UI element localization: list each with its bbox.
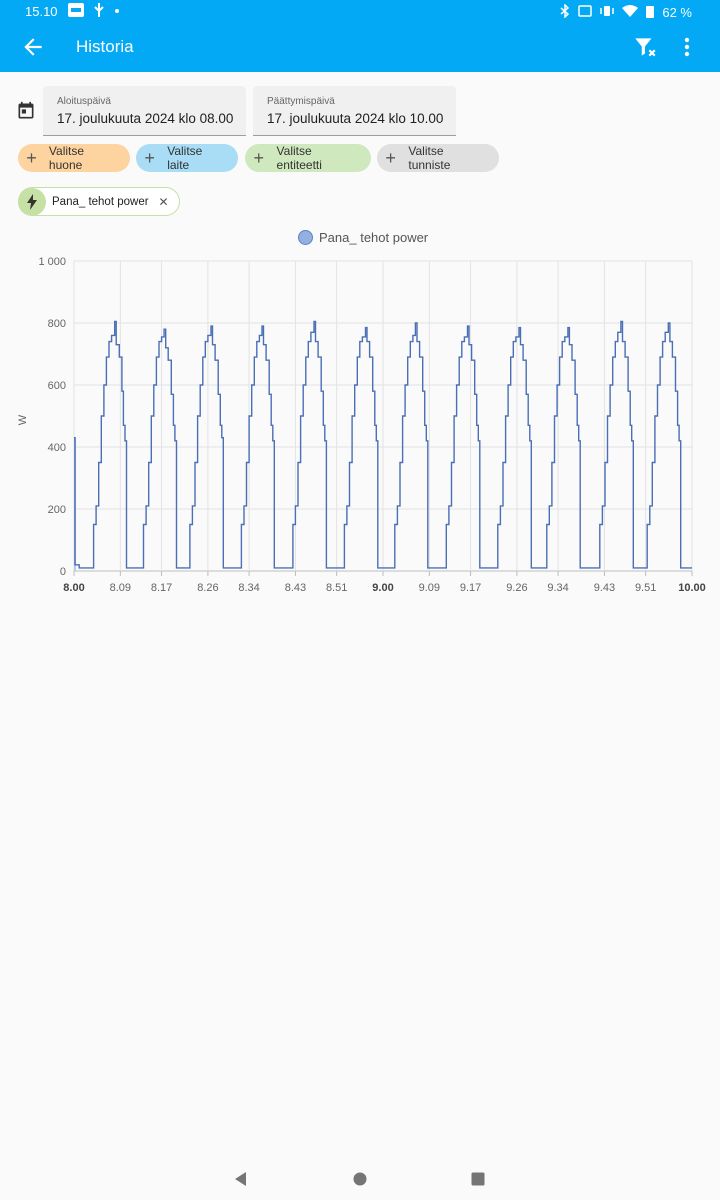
usb-icon <box>94 3 104 20</box>
selected-entity-chip[interactable]: Pana_ tehot power ✕ <box>18 187 180 216</box>
cast-icon <box>578 5 593 20</box>
choose-room-chip[interactable]: + Valitse huone <box>18 144 130 172</box>
x-tick-label: 9.00 <box>372 582 393 594</box>
plus-icon: + <box>385 148 396 168</box>
choose-label-chip[interactable]: + Valitse tunniste <box>377 144 499 172</box>
flash-icon <box>18 187 46 216</box>
x-tick-label: 9.51 <box>635 582 656 594</box>
choose-label-label: Valitse tunniste <box>408 144 451 172</box>
vibrate-icon <box>600 5 615 20</box>
plus-icon: + <box>144 148 155 168</box>
status-bar: 15.10 62 % <box>0 0 720 22</box>
choose-entity-chip[interactable]: + Valitse entiteetti <box>245 144 371 172</box>
nav-recents-icon[interactable] <box>469 1170 489 1190</box>
x-tick-label: 8.43 <box>285 582 306 594</box>
end-date-label: Päättymispäivä <box>267 96 335 107</box>
page-title: Historia <box>76 37 134 56</box>
y-tick-label: 200 <box>48 504 66 516</box>
back-arrow-icon[interactable] <box>20 34 46 60</box>
end-date-value: 17. joulukuuta 2024 klo 10.00 <box>267 111 444 126</box>
nav-back-icon[interactable] <box>232 1170 252 1190</box>
x-tick-label: 10.00 <box>678 582 706 594</box>
series-line-pana-tehot-power <box>74 320 692 569</box>
x-tick-label: 9.34 <box>547 582 568 594</box>
start-date-label: Aloituspäivä <box>57 96 111 107</box>
bluetooth-icon <box>560 3 570 21</box>
selected-entity-label: Pana_ tehot power <box>52 195 149 208</box>
x-tick-label: 8.34 <box>238 582 259 594</box>
y-tick-label: 400 <box>48 442 66 454</box>
x-tick-label: 8.51 <box>326 582 347 594</box>
x-tick-label: 8.00 <box>63 582 84 594</box>
x-tick-label: 8.09 <box>110 582 131 594</box>
y-tick-label: 600 <box>48 380 66 392</box>
choose-entity-label: Valitse entiteetti <box>276 144 322 172</box>
navigation-bar <box>0 1160 720 1200</box>
choose-device-chip[interactable]: + Valitse laite <box>136 144 238 172</box>
x-tick-label: 9.43 <box>594 582 615 594</box>
dot-icon <box>114 3 120 20</box>
start-date-field[interactable]: Aloituspäivä 17. joulukuuta 2024 klo 08.… <box>43 86 246 136</box>
x-tick-label: 9.17 <box>460 582 481 594</box>
more-vert-icon[interactable] <box>676 34 698 60</box>
legend-dot <box>298 230 313 245</box>
nav-home-icon[interactable] <box>351 1170 371 1190</box>
plus-icon: + <box>26 148 37 168</box>
calendar-icon <box>16 101 36 121</box>
filter-remove-icon[interactable] <box>632 34 658 60</box>
legend-label: Pana_ tehot power <box>319 230 429 245</box>
end-date-field[interactable]: Päättymispäivä 17. joulukuuta 2024 klo 1… <box>253 86 456 136</box>
y-tick-label: 1 000 <box>38 256 66 268</box>
x-tick-label: 9.26 <box>506 582 527 594</box>
y-axis-label: W <box>17 414 29 425</box>
plus-icon: + <box>253 148 265 168</box>
battery-percent: 62 % <box>662 5 692 20</box>
x-tick-label: 9.09 <box>419 582 440 594</box>
start-date-value: 17. joulukuuta 2024 klo 08.00 <box>57 111 234 126</box>
ethernet-icon <box>68 3 84 20</box>
choose-device-label: Valitse laite <box>167 144 203 172</box>
status-time: 15.10 <box>25 4 58 19</box>
x-tick-label: 8.26 <box>197 582 218 594</box>
remove-entity-icon[interactable]: ✕ <box>158 194 169 209</box>
chart-legend-item[interactable]: Pana_ tehot power <box>298 230 428 245</box>
battery-icon <box>646 5 655 21</box>
y-tick-label: 800 <box>48 318 66 330</box>
choose-room-label: Valitse huone <box>48 144 85 172</box>
app-bar: Historia <box>0 22 720 72</box>
x-tick-label: 8.17 <box>151 582 172 594</box>
history-chart: 0 200 400 600 800 1 000 8.00 8.09 8.17 8.26 8.34 8… <box>17 256 706 594</box>
y-tick-label: 0 <box>60 566 66 578</box>
wifi-icon <box>622 5 639 20</box>
